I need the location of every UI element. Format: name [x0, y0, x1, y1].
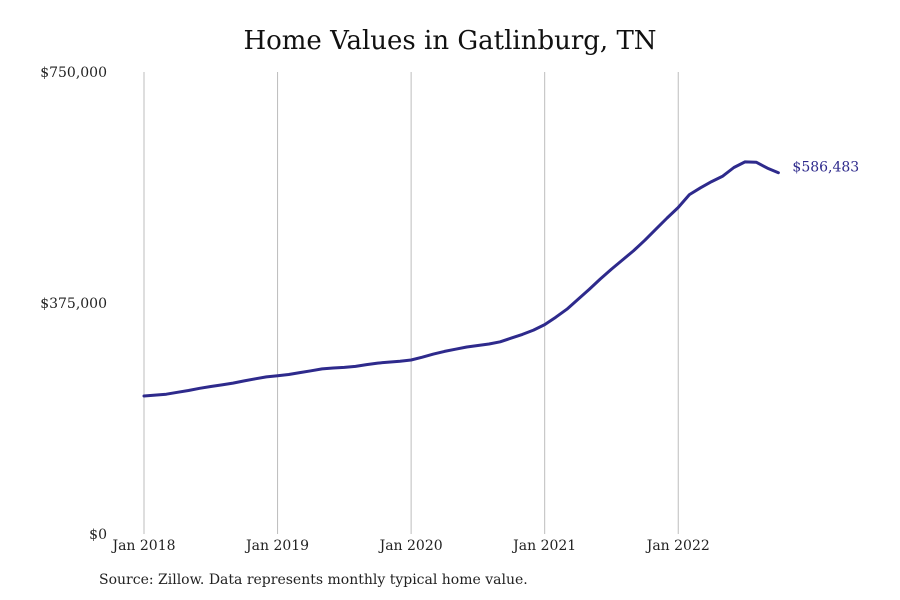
data-point — [744, 161, 746, 163]
data-point — [755, 161, 757, 163]
data-point — [410, 359, 412, 361]
data-point — [232, 382, 234, 384]
source-note: Source: Zillow. Data represents monthly … — [99, 572, 528, 588]
data-point — [365, 363, 367, 365]
gridlines — [143, 72, 679, 534]
series-line — [142, 160, 780, 398]
data-point — [633, 249, 635, 251]
x-tick-label: Jan 2021 — [511, 538, 576, 554]
data-point — [254, 378, 256, 380]
data-point — [399, 360, 401, 362]
data-point — [666, 217, 668, 219]
data-point — [655, 228, 657, 230]
data-point — [443, 350, 445, 352]
x-tick-label: Jan 2022 — [645, 538, 710, 554]
end-value-label: $586,483 — [792, 160, 859, 176]
data-point — [176, 391, 178, 393]
axis-labels: Jan 2018 Jan 2019 Jan 2020 Jan 2021 Jan 2022… — [40, 65, 710, 554]
data-point — [532, 329, 534, 331]
data-point — [466, 346, 468, 348]
data-point — [688, 193, 690, 195]
data-point — [610, 268, 612, 270]
y-tick-label: $0 — [89, 527, 107, 543]
data-point — [555, 316, 557, 318]
data-point — [310, 370, 312, 372]
data-point — [710, 180, 712, 182]
data-point — [321, 368, 323, 370]
data-point — [677, 206, 679, 208]
data-point — [544, 323, 546, 325]
data-point — [388, 361, 390, 363]
data-point — [243, 380, 245, 382]
data-point — [421, 356, 423, 358]
chart-title: Home Values in Gatlinburg, TN — [243, 26, 657, 56]
data-point — [187, 389, 189, 391]
data-point — [644, 239, 646, 241]
data-point — [143, 395, 145, 397]
data-point — [288, 373, 290, 375]
x-tick-label: Jan 2019 — [244, 538, 309, 554]
data-point — [699, 187, 701, 189]
x-tick-label: Jan 2020 — [378, 538, 443, 554]
data-point — [165, 393, 167, 395]
data-point — [521, 333, 523, 335]
data-point — [599, 278, 601, 280]
data-point — [621, 259, 623, 261]
data-point — [432, 353, 434, 355]
data-point — [354, 365, 356, 367]
data-point — [299, 371, 301, 373]
data-point — [343, 366, 345, 368]
data-point — [154, 394, 156, 396]
x-tick-label: Jan 2018 — [110, 538, 175, 554]
y-tick-label: $750,000 — [40, 65, 107, 81]
data-point — [488, 343, 490, 345]
data-point — [477, 344, 479, 346]
series: $586,483 — [142, 160, 859, 398]
data-point — [199, 387, 201, 389]
data-point — [332, 367, 334, 369]
data-point — [210, 385, 212, 387]
data-point — [777, 172, 779, 174]
data-point — [733, 166, 735, 168]
data-point — [766, 167, 768, 169]
data-point — [454, 348, 456, 350]
data-point — [588, 288, 590, 290]
data-point — [221, 384, 223, 386]
data-point — [577, 298, 579, 300]
data-point — [566, 308, 568, 310]
data-point — [265, 376, 267, 378]
data-point — [722, 175, 724, 177]
data-point — [499, 341, 501, 343]
y-tick-label: $375,000 — [40, 296, 107, 312]
data-point — [510, 337, 512, 339]
data-point — [276, 375, 278, 377]
data-point — [377, 362, 379, 364]
